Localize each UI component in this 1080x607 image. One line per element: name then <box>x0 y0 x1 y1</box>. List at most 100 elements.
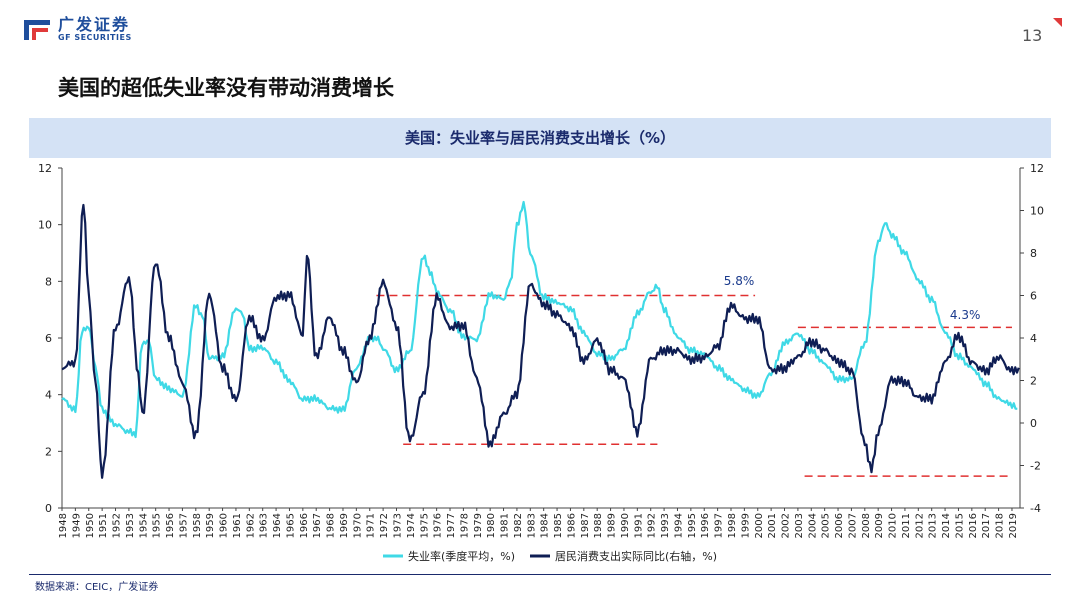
x-tick-label: 1968 <box>326 513 337 538</box>
x-tick-label: 1956 <box>165 513 176 538</box>
x-tick-label: 1981 <box>500 513 511 538</box>
series-consumption-line <box>61 203 1020 479</box>
chart-title-banner <box>29 118 1051 158</box>
x-tick-label: 1953 <box>125 513 136 538</box>
x-tick-label: 1950 <box>85 513 96 538</box>
x-tick-label: 1969 <box>339 513 350 538</box>
logo: 广发证券 GF SECURITIES <box>22 14 132 44</box>
x-tick-label: 2008 <box>861 513 872 538</box>
x-tick-label: 2001 <box>767 513 778 538</box>
x-tick-label: 1963 <box>259 513 270 538</box>
x-tick-label: 2016 <box>968 513 979 538</box>
y-left-tick-label: 6 <box>45 332 52 345</box>
x-tick-label: 1988 <box>593 513 604 538</box>
series-unemployment-line <box>61 200 1018 439</box>
legend-label-unemployment: 失业率(季度平均，%) <box>408 549 515 563</box>
x-tick-label: 1971 <box>366 513 377 538</box>
y-right-tick-label: 2 <box>1030 375 1037 388</box>
x-tick-label: 2009 <box>874 513 885 538</box>
x-tick-label: 1976 <box>433 513 444 538</box>
x-tick-label: 1998 <box>727 513 738 538</box>
page-number: 13 <box>1022 26 1043 45</box>
x-tick-label: 2011 <box>901 513 912 538</box>
x-tick-label: 1990 <box>620 513 631 538</box>
y-right-tick-label: 8 <box>1030 247 1037 260</box>
x-tick-label: 1978 <box>459 513 470 538</box>
y-left-tick-label: 0 <box>45 502 52 515</box>
x-tick-label: 1997 <box>714 513 725 538</box>
x-tick-label: 2000 <box>754 513 765 538</box>
x-tick-label: 1972 <box>379 513 390 538</box>
y-left-tick-label: 2 <box>45 445 52 458</box>
x-tick-label: 1983 <box>526 513 537 538</box>
x-tick-label: 1977 <box>446 513 457 538</box>
x-tick-label: 1991 <box>633 513 644 538</box>
x-tick-label: 1966 <box>299 513 310 538</box>
x-tick-label: 2006 <box>834 513 845 538</box>
x-tick-label: 1955 <box>152 513 163 538</box>
chart-annotation: 5.8% <box>724 274 755 288</box>
x-tick-label: 1960 <box>219 513 230 538</box>
chart-annotation: 4.3% <box>950 308 981 322</box>
x-tick-label: 2014 <box>941 513 952 538</box>
y-right-tick-label: 10 <box>1030 205 1044 218</box>
y-right-tick-label: 4 <box>1030 332 1037 345</box>
x-tick-label: 2007 <box>847 513 858 538</box>
x-tick-label: 1979 <box>473 513 484 538</box>
x-tick-label: 1996 <box>700 513 711 538</box>
x-tick-label: 2018 <box>995 513 1006 538</box>
x-tick-label: 1958 <box>192 513 203 538</box>
y-right-tick-label: 0 <box>1030 417 1037 430</box>
chart: 0 2 4 6 8 10 12 -4 -2 0 2 4 6 8 10 12 1948 1949 1950 1951… <box>38 162 1044 563</box>
x-tick-label: 1973 <box>392 513 403 538</box>
x-tick-label: 1951 <box>98 513 109 538</box>
y-right-tick-label: 6 <box>1030 290 1037 303</box>
x-tick-label: 1980 <box>486 513 497 538</box>
corner-triangle-icon <box>1053 18 1062 27</box>
x-tick-label: 1949 <box>71 513 82 538</box>
y-right-tick-label: 12 <box>1030 162 1044 175</box>
x-tick-label: 1994 <box>673 513 684 538</box>
y-left-tick-label: 8 <box>45 275 52 288</box>
x-tick-label: 2013 <box>928 513 939 538</box>
x-tick-label: 1959 <box>205 513 216 538</box>
x-tick-label: 1995 <box>687 513 698 538</box>
x-tick-label: 1999 <box>740 513 751 538</box>
x-tick-label: 1957 <box>178 513 189 538</box>
data-source: 数据来源：CEIC，广发证券 <box>35 582 159 593</box>
x-tick-label: 1962 <box>245 513 256 538</box>
x-tick-label: 1986 <box>566 513 577 538</box>
x-tick-label: 1974 <box>406 513 417 538</box>
x-tick-label: 2004 <box>807 513 818 538</box>
x-tick-label: 1984 <box>540 513 551 538</box>
x-tick-label: 2019 <box>1008 513 1019 538</box>
x-tick-label: 1987 <box>580 513 591 538</box>
legend-label-consumption: 居民消费支出实际同比(右轴，%) <box>555 549 717 563</box>
x-tick-label: 1964 <box>272 513 283 538</box>
x-tick-label: 1952 <box>112 513 123 538</box>
x-tick-label: 1989 <box>607 513 618 538</box>
y-left-tick-label: 12 <box>38 162 52 175</box>
gf-logo-icon <box>24 20 50 40</box>
x-tick-label: 1967 <box>312 513 323 538</box>
x-tick-label: 2010 <box>888 513 899 538</box>
y-left-tick-label: 10 <box>38 219 52 232</box>
slide-title: 美国的超低失业率没有带动消费增长 <box>58 76 394 100</box>
x-tick-label: 2003 <box>794 513 805 538</box>
footer-divider <box>29 574 1051 575</box>
y-left-tick-label: 4 <box>45 389 52 402</box>
x-tick-label: 2002 <box>781 513 792 538</box>
x-tick-label: 1992 <box>647 513 658 538</box>
logo-cn-text: 广发证券 <box>58 14 131 34</box>
x-tick-label: 2012 <box>914 513 925 538</box>
x-tick-label: 1982 <box>513 513 524 538</box>
y-right-tick-label: -2 <box>1030 460 1041 473</box>
chart-title: 美国：失业率与居民消费支出增长（%） <box>404 129 676 147</box>
x-tick-label: 1975 <box>419 513 430 538</box>
x-tick-label: 1965 <box>285 513 296 538</box>
x-tick-label: 1985 <box>553 513 564 538</box>
x-tick-label: 1961 <box>232 513 243 538</box>
x-tick-label: 2017 <box>981 513 992 538</box>
x-tick-label: 2015 <box>954 513 965 538</box>
x-tick-label: 1948 <box>58 513 69 538</box>
